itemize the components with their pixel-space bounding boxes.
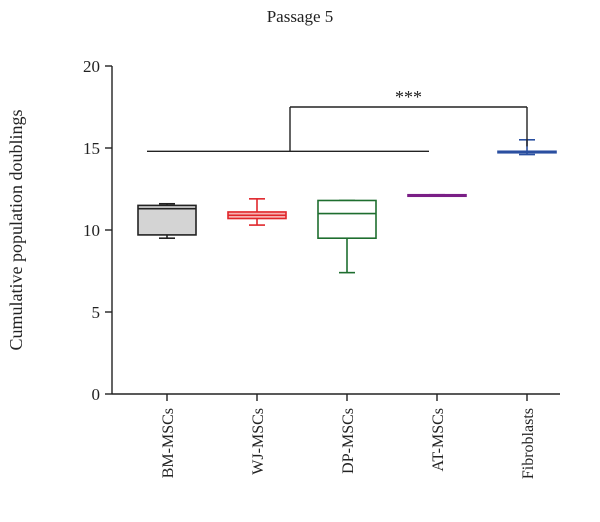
axes: 0 5 10 15 20 BM-MSCs WJ-MSCs DP-MSCs AT-MSCs Fibr… [83,57,560,479]
significance-label: *** [395,87,422,107]
x-tick-label: BM-MSCs [160,408,177,478]
box-group [137,139,557,274]
box-bm-mscs [137,202,197,239]
box-wj-mscs [227,198,287,226]
chart-title: Passage 5 [267,7,334,26]
x-tick-label: AT-MSCs [430,408,447,471]
y-tick-label: 0 [92,385,101,404]
x-tick-label: Fibroblasts [520,408,537,479]
y-axis-label: Cumulative population doublings [6,110,26,351]
y-tick-label: 15 [83,139,100,158]
x-tick-label: DP-MSCs [340,408,357,474]
box-dp-mscs [317,199,377,274]
significance-annotation: *** [147,87,528,152]
box-body [317,199,377,239]
box-fibroblasts [497,139,557,156]
x-tick-label: WJ-MSCs [250,408,267,475]
y-tick-label: 5 [92,303,101,322]
y-tick-label: 20 [83,57,100,76]
y-tick-label: 10 [83,221,100,240]
box-body [137,204,197,236]
box-at-mscs [407,193,467,198]
